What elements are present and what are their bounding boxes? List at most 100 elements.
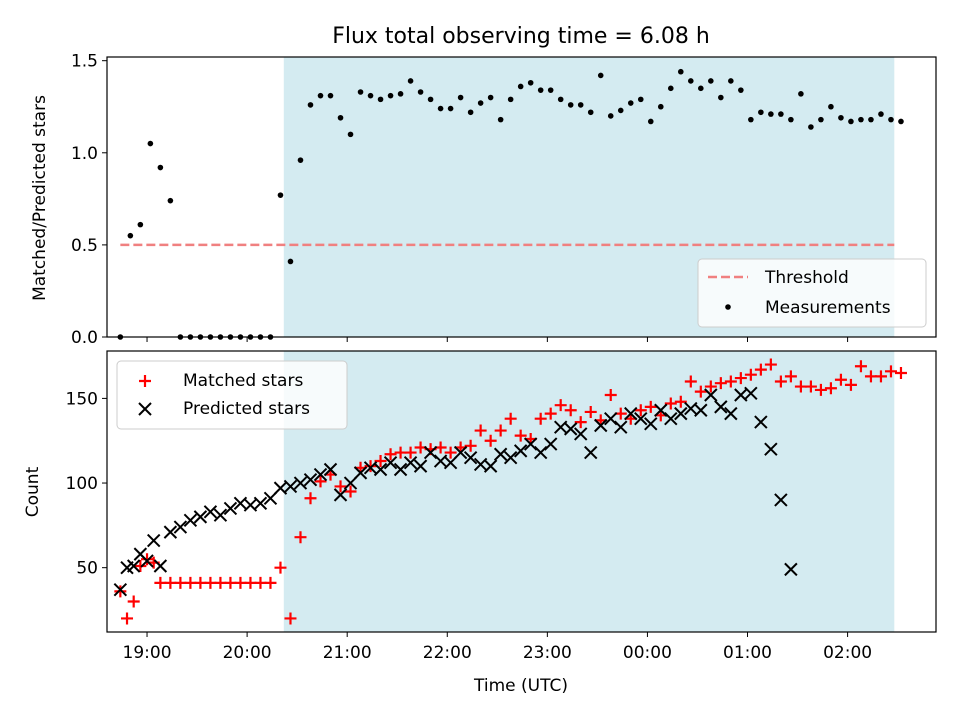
predicted-star-point xyxy=(493,447,508,461)
matched-star-point xyxy=(564,404,577,417)
measurement-point xyxy=(537,87,544,93)
predicted-star-point xyxy=(634,412,648,426)
matched-star-point xyxy=(154,576,167,589)
measurement-point xyxy=(587,109,594,116)
predicted-star-point xyxy=(283,479,298,494)
bottom-y-axis-label: Count xyxy=(23,466,43,517)
measurement-point xyxy=(858,116,864,123)
measurement-point xyxy=(637,96,644,103)
measurement-point xyxy=(307,102,314,108)
predicted-star-point xyxy=(724,406,738,421)
measurement-point xyxy=(708,78,714,84)
matched-star-point xyxy=(374,455,387,468)
matched-star-point xyxy=(724,375,737,388)
measurement-point xyxy=(327,92,334,99)
predicted-star-point xyxy=(213,508,228,522)
legend-matched-label: Matched stars xyxy=(183,371,303,391)
predicted-star-point xyxy=(443,456,458,470)
measurement-point xyxy=(137,221,144,228)
matched-star-point xyxy=(774,375,787,388)
predicted-star-point xyxy=(383,456,398,470)
predicted-star-point xyxy=(644,417,658,431)
matched-star-point xyxy=(584,405,597,418)
top-y-tick-label: 0.5 xyxy=(71,236,98,256)
measurement-point xyxy=(597,72,604,79)
matched-star-point xyxy=(294,531,307,544)
observing-window-span xyxy=(283,351,895,632)
measurement-point xyxy=(517,83,524,90)
predicted-star-point xyxy=(303,472,318,487)
matched-star-point xyxy=(254,576,267,589)
measurement-point xyxy=(287,258,294,265)
matched-star-point xyxy=(714,377,727,390)
measurement-point xyxy=(437,105,444,112)
matched-star-point xyxy=(704,380,717,393)
measurement-point xyxy=(698,85,704,92)
predicted-star-point xyxy=(584,445,598,460)
matched-star-point xyxy=(854,360,867,373)
predicted-star-point xyxy=(333,488,348,502)
matched-star-point xyxy=(264,576,277,589)
matched-star-point xyxy=(744,368,757,381)
predicted-star-point xyxy=(203,505,218,519)
predicted-star-point xyxy=(263,491,278,505)
measurement-point xyxy=(347,131,354,138)
top-axes-frame xyxy=(106,56,937,338)
predicted-star-point xyxy=(714,400,728,414)
predicted-star-point xyxy=(140,554,154,568)
matched-star-point xyxy=(634,404,647,417)
measurement-point xyxy=(748,116,754,123)
measurement-point xyxy=(377,96,384,103)
predicted-star-point xyxy=(694,403,708,417)
predicted-star-point xyxy=(764,442,778,456)
legend-matched-swatch xyxy=(139,375,151,387)
x-tick-label: 01:00 xyxy=(723,643,772,663)
predicted-star-point xyxy=(533,445,548,460)
matched-star-point xyxy=(204,576,217,589)
measurement-point xyxy=(577,102,584,108)
matched-star-point xyxy=(134,559,147,572)
bottom-panel: 50 100 150 19:00 20:00 21:00 22:00 23:00 00:00 01… xyxy=(66,350,937,663)
top-panel: 0.0 0.5 1.0 1.5 xyxy=(71,52,937,348)
measurement-point xyxy=(167,197,174,204)
measurement-point xyxy=(527,79,534,86)
measurement-point xyxy=(467,109,474,116)
matched-star-point xyxy=(514,429,527,442)
measurement-point xyxy=(627,100,634,106)
measurement-point xyxy=(557,96,564,103)
matched-star-point xyxy=(384,448,397,461)
matched-star-point xyxy=(121,612,134,625)
bottom-axes-frame xyxy=(106,350,937,633)
predicted-star-point xyxy=(126,559,141,573)
measurement-point xyxy=(818,116,824,123)
matched-star-point xyxy=(894,367,907,380)
predicted-star-point xyxy=(744,386,758,401)
matched-star-point xyxy=(864,370,877,383)
measurement-point xyxy=(808,124,814,130)
predicted-star-point xyxy=(784,562,798,577)
matched-star-point xyxy=(554,399,567,412)
measurement-point xyxy=(297,157,304,163)
matched-star-point xyxy=(794,380,807,393)
matched-star-point xyxy=(804,380,817,393)
predicted-star-point xyxy=(704,388,718,402)
measurement-point xyxy=(888,116,894,123)
matched-star-point xyxy=(184,576,197,589)
measurement-point xyxy=(447,105,454,112)
matched-star-point xyxy=(234,576,247,589)
measurement-point xyxy=(337,114,344,121)
matched-star-point xyxy=(504,412,517,425)
matched-star-point xyxy=(684,375,697,388)
x-tick-label: 20:00 xyxy=(223,643,272,663)
predicted-star-point xyxy=(453,445,468,460)
measurement-point xyxy=(547,87,554,93)
legend-predicted-label: Predicted stars xyxy=(183,399,310,419)
matched-star-point xyxy=(494,424,507,437)
predicted-star-point xyxy=(654,403,668,417)
legend-threshold-label: Threshold xyxy=(764,268,849,288)
matched-star-point xyxy=(174,576,187,589)
x-tick-label: 19:00 xyxy=(123,643,172,663)
predicted-star-point xyxy=(253,496,268,511)
predicted-star-point xyxy=(423,445,438,460)
